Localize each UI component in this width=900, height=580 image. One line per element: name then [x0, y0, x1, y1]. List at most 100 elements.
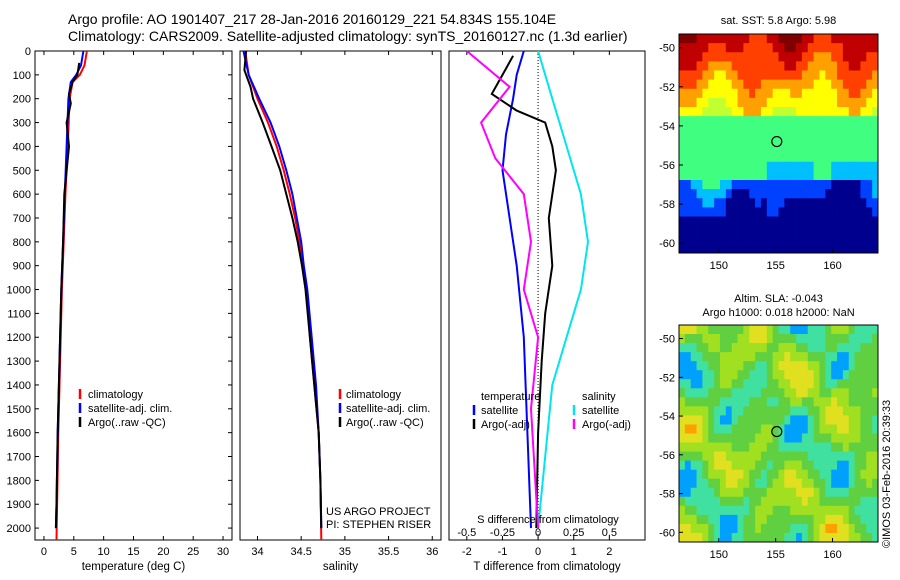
sst_map-cell — [743, 107, 750, 117]
sst_map-cell — [807, 216, 815, 227]
sla_map-cell — [714, 406, 721, 416]
sst_map-cell — [737, 70, 744, 81]
sst_map-cell — [848, 207, 855, 217]
sst_map-cell — [760, 243, 768, 254]
sla_map-cell — [737, 451, 744, 462]
sla_map-cell — [831, 460, 838, 471]
sla_map-cell — [772, 334, 779, 344]
sst_map-cell — [679, 170, 686, 181]
sst_map-cell — [784, 134, 791, 144]
sst_map-cell — [819, 107, 826, 117]
sst_map-cell — [679, 243, 686, 254]
sst_map-cell — [760, 107, 768, 117]
sst_map-cell — [766, 34, 774, 44]
sst_map-cell — [825, 198, 832, 208]
sla_map-cell — [766, 352, 774, 362]
sst_map-cell — [813, 189, 820, 199]
sst_map-cell — [825, 180, 832, 190]
sla_map-cell — [842, 334, 850, 344]
sst_map-cell — [737, 161, 744, 172]
sla_map-cell — [702, 442, 709, 452]
sst_map-cell — [679, 88, 686, 99]
sla_map-cell — [807, 523, 815, 534]
sst_map-xtick-label: 155 — [766, 260, 784, 272]
sst_map-cell — [866, 88, 873, 99]
sst-map-title: sat. SST: 5.8 Argo: 5.98 — [721, 15, 837, 27]
sst_map-cell — [719, 225, 727, 236]
sla_map-cell — [848, 514, 855, 525]
sla_map-cell — [831, 523, 838, 534]
sst_map-cell — [854, 34, 861, 44]
salinity-xtick-label: 36 — [426, 546, 438, 558]
sla_map-cell — [819, 415, 826, 425]
sst_map-cell — [749, 170, 756, 181]
sla_map-cell — [702, 496, 709, 507]
sla_map-cell — [684, 325, 692, 335]
sst_map-cell — [684, 152, 692, 163]
sla_map-cell — [790, 361, 797, 371]
sla_map-cell — [696, 433, 703, 443]
sla_map-cell — [749, 469, 756, 480]
sst_map-cell — [784, 88, 791, 99]
sst_map-cell — [743, 143, 750, 154]
sla_map-cell — [848, 343, 855, 353]
temperature-ytick-label: 400 — [13, 141, 31, 153]
sla_map-cell — [778, 370, 785, 380]
sst_map-cell — [848, 70, 855, 81]
sla_map-cell — [807, 361, 815, 371]
sla_map-cell — [784, 370, 791, 380]
sst_map-cell — [725, 97, 733, 108]
sla_map-cell — [848, 415, 855, 425]
sst_map-cell — [872, 161, 879, 172]
sla_map-cell — [807, 433, 815, 443]
sla_map-cell — [801, 424, 809, 434]
sst_map-cell — [807, 143, 815, 154]
sla_map-cell — [772, 325, 779, 335]
sla_map-cell — [848, 361, 855, 371]
sst_map-cell — [696, 61, 703, 71]
sst_map-cell — [842, 107, 850, 117]
sst_map-cell — [684, 207, 692, 217]
sla_map-cell — [837, 334, 844, 344]
salinity-xtick-label: 34.5 — [290, 546, 311, 558]
sla_map-cell — [790, 397, 797, 407]
temperature-ytick-label: 1000 — [7, 285, 31, 297]
sla_map-cell — [766, 496, 774, 507]
sst_map-cell — [708, 134, 715, 144]
sla_map-cell — [784, 352, 791, 362]
sla_map-cell — [760, 370, 768, 380]
sst_map-cell — [772, 180, 779, 190]
sla_map-cell — [772, 388, 779, 398]
sst_map-cell — [784, 34, 791, 44]
diff-legend-temp-title: temperature — [481, 391, 540, 403]
sla_map-cell — [801, 442, 809, 452]
sla_map-cell — [755, 397, 762, 407]
sla_map-cell — [679, 343, 686, 353]
sst_map-cell — [825, 170, 832, 181]
sst_map-cell — [866, 125, 873, 135]
sla_map-cell — [766, 361, 774, 371]
sla_map-cell — [766, 379, 774, 389]
sla_map-cell — [690, 505, 697, 516]
sla_map-cell — [825, 505, 832, 516]
sla_map-cell — [796, 424, 803, 434]
sst_map-cell — [790, 189, 797, 199]
sst_map-cell — [848, 216, 855, 227]
temperature-ytick-label: 1500 — [7, 404, 31, 416]
sla_map-cell — [731, 505, 738, 516]
sst_map-cell — [801, 97, 809, 108]
sst_map-cell — [737, 61, 744, 71]
sla_map-cell — [708, 487, 715, 498]
sst_map-cell — [778, 207, 785, 217]
sst_map-cell — [801, 189, 809, 199]
sst_map-cell — [772, 216, 779, 227]
sst_map-cell — [684, 61, 692, 71]
sla_map-cell — [831, 469, 838, 480]
sst_map-cell — [679, 134, 686, 144]
sst_map-cell — [842, 189, 850, 199]
sla_map-cell — [679, 523, 686, 534]
sst_map-cell — [772, 88, 779, 99]
sla_map-cell — [719, 406, 727, 416]
sst_map-cell — [860, 134, 867, 144]
sla_map-cell — [679, 505, 686, 516]
